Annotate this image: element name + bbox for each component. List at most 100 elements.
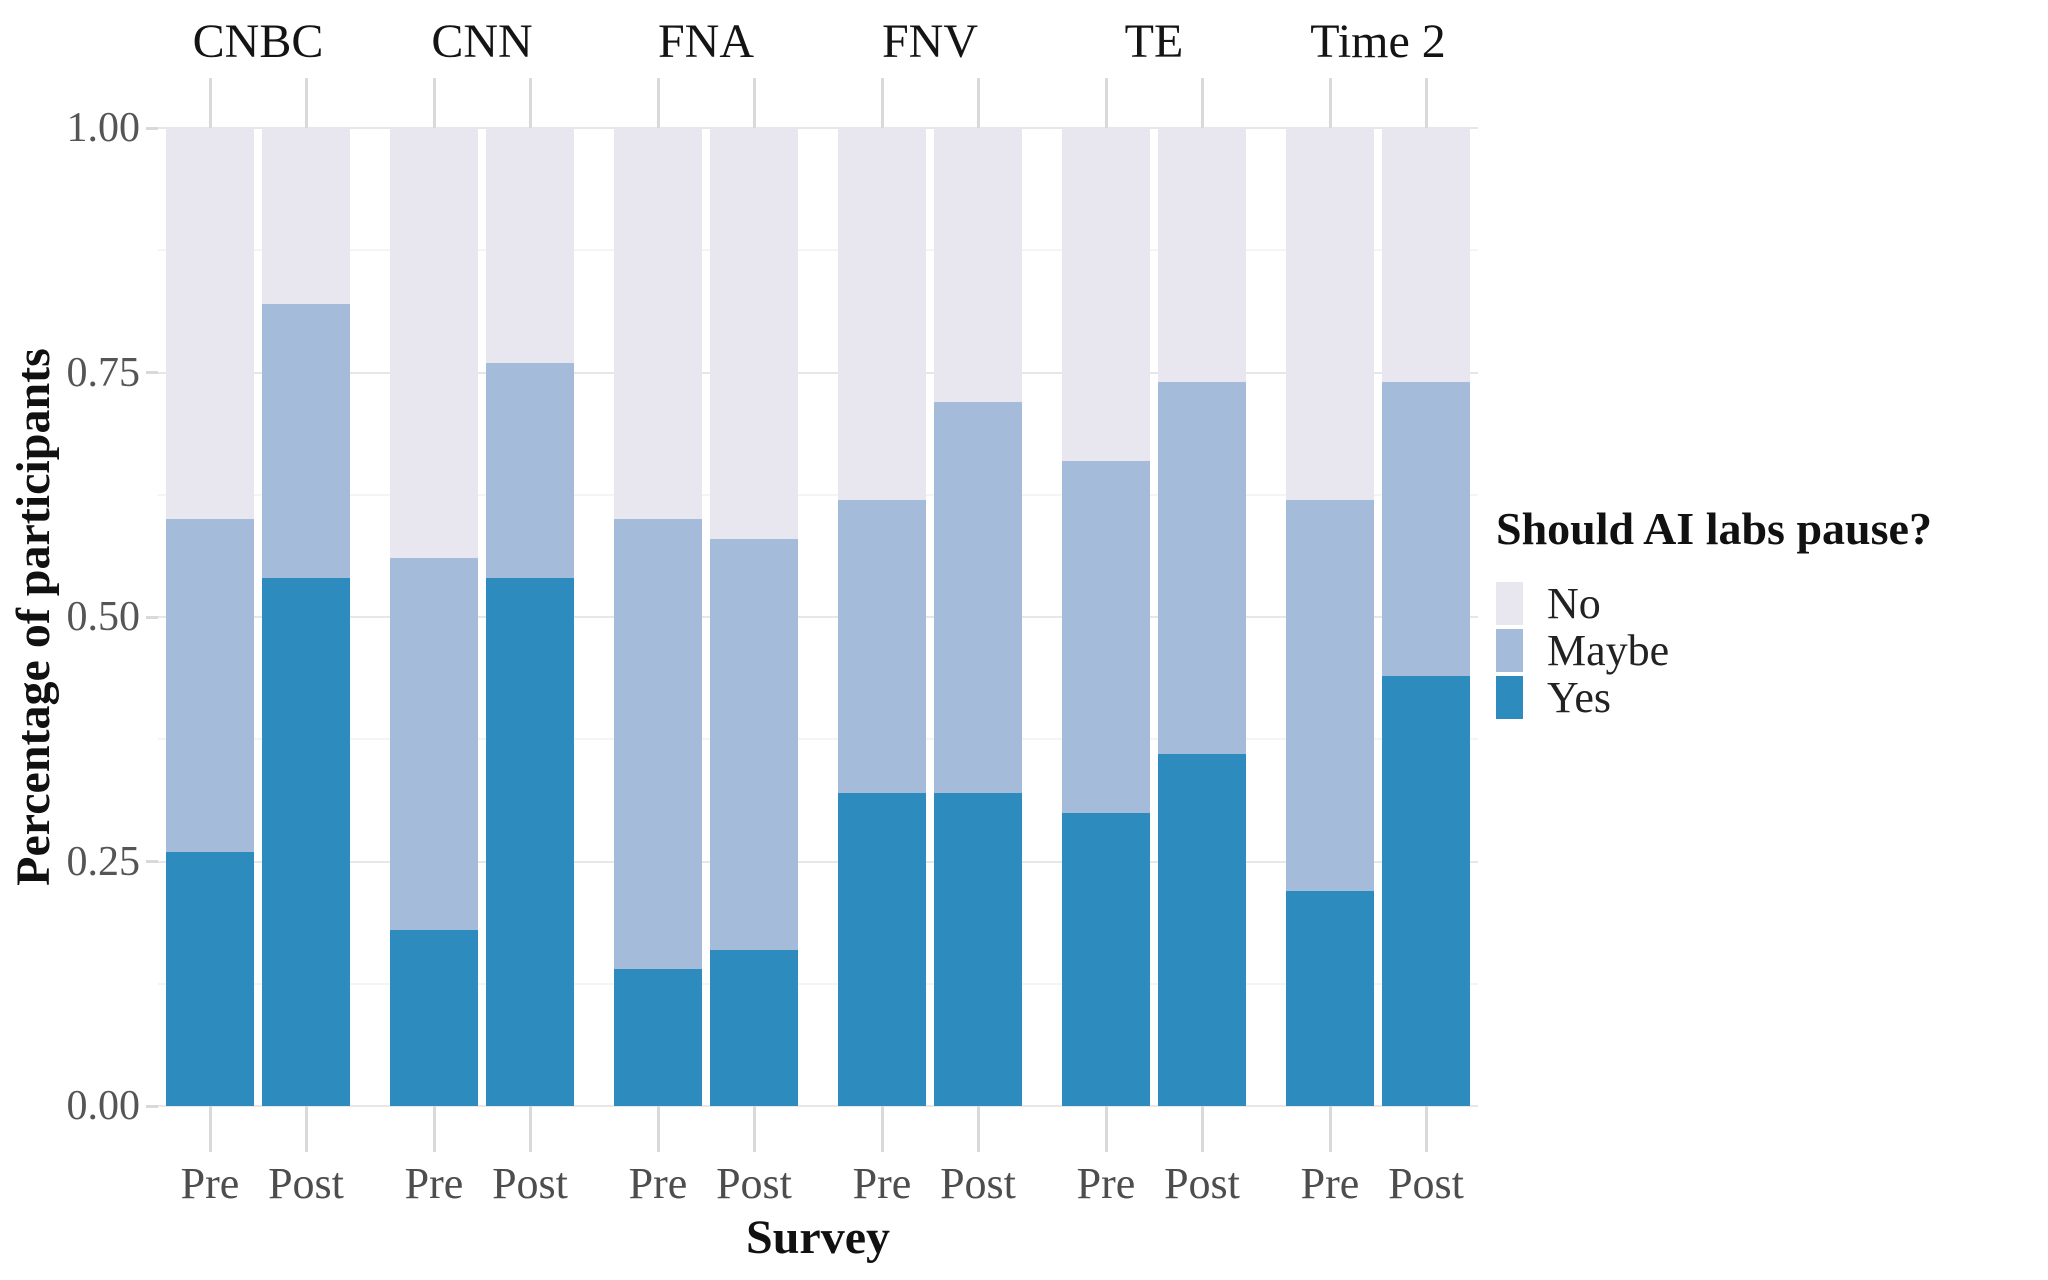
bar-cnn-post [486,78,574,1152]
facet-panel-fna [606,78,806,1152]
y-tick-label-0.75: 0.75 [66,349,141,396]
x-tick-label-time-2-pre: Pre [1300,1159,1360,1208]
bottom-axis-tick [752,1106,756,1152]
gridline-0.625 [158,493,1478,496]
bar-segment-cnbc-pre-yes [166,851,254,1106]
x-tick-label-te-pre: Pre [1076,1159,1136,1208]
top-axis-tick [528,78,532,128]
bar-time-2-post [1382,78,1470,1152]
bottom-axis-tick [1328,1106,1332,1152]
plot-area [158,78,1478,1152]
gridline-0.75 [158,371,1478,374]
gridline-0.25 [158,860,1478,863]
facet-title-cnbc: CNBC [192,15,324,68]
legend-label-yes: Yes [1547,673,1612,722]
y-tick-mark-0.25 [146,860,158,863]
y-tick-label-0.00: 0.00 [66,1083,141,1129]
top-axis-tick [432,78,436,128]
bar-segment-fnv-post-no [934,128,1022,402]
y-tick-mark-0.75 [146,371,158,374]
bar-segment-cnbc-post-no [262,128,350,305]
bottom-axis-tick [1104,1106,1108,1152]
bottom-axis-tick [656,1106,660,1152]
facet-panel-fnv [830,78,1030,1152]
y-tick-label-1.00: 1.00 [66,105,141,151]
bar-segment-fnv-pre-yes [838,793,926,1106]
legend-entry-maybe: Maybe [1496,627,1932,674]
bar-segment-time-2-pre-yes [1286,890,1374,1106]
y-axis-tick-labels: 1.00 0.75 0.50 0.25 0.00 [0,0,141,1280]
facet-title-cnn: CNN [431,15,533,68]
bar-segment-te-post-maybe [1158,382,1246,754]
facet-title-fna: FNA [657,15,755,68]
bar-segment-te-pre-maybe [1062,460,1150,813]
top-axis-tick [752,78,756,128]
bottom-axis-tick [528,1106,532,1152]
bar-segment-fnv-post-yes [934,793,1022,1106]
bar-segment-te-post-yes [1158,753,1246,1106]
bar-segment-fna-post-no [710,128,798,539]
legend-entry-no: No [1496,580,1932,627]
x-tick-label-te-post: Post [1164,1159,1240,1208]
facet-title-te: TE [1124,15,1184,68]
top-axis-tick [1424,78,1428,128]
bar-segment-fna-pre-yes [614,969,702,1106]
x-tick-label-fna-pre: Pre [628,1159,688,1208]
bar-segment-fna-post-maybe [710,538,798,950]
bar-segment-te-post-no [1158,128,1246,383]
bar-segment-cnn-post-yes [486,577,574,1106]
x-tick-label-time-2-post: Post [1388,1159,1464,1208]
top-axis-tick [1104,78,1108,128]
bar-cnbc-post [262,78,350,1152]
y-tick-label-0.50: 0.50 [66,594,141,640]
x-tick-label-fnv-post: Post [940,1159,1016,1208]
legend: Should AI labs pause? No Maybe Yes [1496,500,1932,721]
bar-te-pre [1062,78,1150,1152]
bar-segment-cnbc-post-yes [262,577,350,1106]
y-tick-label-0.25: 0.25 [66,838,141,885]
gridline-0.375 [158,738,1478,741]
bar-segment-te-pre-yes [1062,812,1150,1106]
legend-entries: No Maybe Yes [1496,580,1932,721]
bottom-axis-tick [208,1106,212,1152]
x-tick-label-fna-post: Post [716,1159,792,1208]
y-tick-mark-1.00 [146,126,158,130]
top-axis-tick [656,78,660,128]
top-axis-tick [304,78,308,128]
bar-cnn-pre [390,78,478,1152]
bar-fna-pre [614,78,702,1152]
bar-segment-fna-pre-no [614,128,702,520]
gridline-1 [158,127,1478,129]
x-axis-title: Survey [746,1211,890,1264]
bar-segment-cnbc-post-maybe [262,304,350,578]
bar-segment-cnn-pre-yes [390,929,478,1106]
gridline-0.5 [158,616,1478,618]
bottom-axis-tick [1200,1106,1204,1152]
x-tick-label-cnbc-pre: Pre [180,1159,240,1208]
bar-segment-fnv-pre-no [838,128,926,500]
top-axis-tick [1200,78,1204,128]
legend-swatch-maybe [1496,629,1523,672]
bar-segment-cnbc-pre-maybe [166,519,254,852]
legend-swatch-no [1496,582,1523,625]
bar-segment-cnn-pre-maybe [390,558,478,930]
facet-panel-te [1054,78,1254,1152]
facet-panel-cnbc [158,78,358,1152]
bar-fnv-post [934,78,1022,1152]
bar-segment-time-2-pre-no [1286,128,1374,500]
bar-segment-time-2-post-maybe [1382,382,1470,676]
x-tick-label-cnn-pre: Pre [404,1159,464,1208]
bottom-axis-tick [880,1106,884,1152]
legend-label-maybe: Maybe [1547,626,1670,675]
bar-segment-fna-pre-maybe [614,519,702,970]
facet-panel-cnn [382,78,582,1152]
legend-label-no: No [1547,579,1601,628]
bar-fnv-pre [838,78,926,1152]
legend-entry-yes: Yes [1496,674,1932,721]
gridline-0.875 [158,249,1478,252]
x-tick-label-cnn-post: Post [492,1159,568,1208]
top-axis-tick [1328,78,1332,128]
bar-segment-fnv-post-maybe [934,401,1022,794]
legend-swatch-yes [1496,676,1523,719]
